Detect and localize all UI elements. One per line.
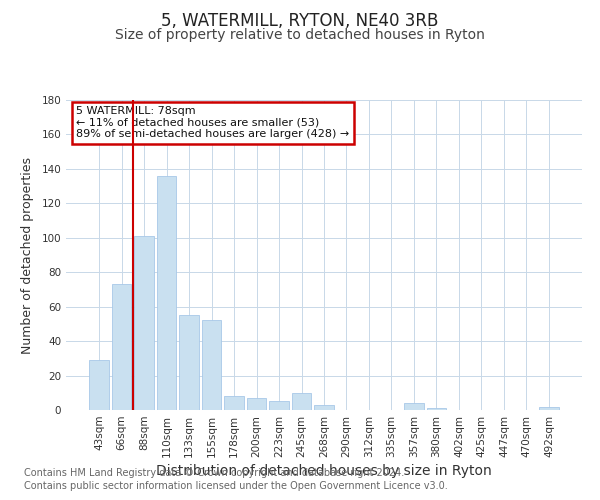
Bar — [269, 402, 289, 410]
Text: Contains public sector information licensed under the Open Government Licence v3: Contains public sector information licen… — [24, 481, 448, 491]
Bar — [224, 396, 244, 410]
X-axis label: Distribution of detached houses by size in Ryton: Distribution of detached houses by size … — [156, 464, 492, 478]
Bar — [134, 236, 154, 410]
Bar — [427, 408, 446, 410]
Y-axis label: Number of detached properties: Number of detached properties — [22, 156, 34, 354]
Bar — [314, 405, 334, 410]
Bar — [202, 320, 221, 410]
Text: 5 WATERMILL: 78sqm
← 11% of detached houses are smaller (53)
89% of semi-detache: 5 WATERMILL: 78sqm ← 11% of detached hou… — [76, 106, 350, 140]
Bar — [89, 360, 109, 410]
Bar — [247, 398, 266, 410]
Bar — [112, 284, 131, 410]
Bar — [539, 406, 559, 410]
Bar — [292, 393, 311, 410]
Text: 5, WATERMILL, RYTON, NE40 3RB: 5, WATERMILL, RYTON, NE40 3RB — [161, 12, 439, 30]
Bar — [157, 176, 176, 410]
Bar — [179, 316, 199, 410]
Text: Size of property relative to detached houses in Ryton: Size of property relative to detached ho… — [115, 28, 485, 42]
Text: Contains HM Land Registry data © Crown copyright and database right 2024.: Contains HM Land Registry data © Crown c… — [24, 468, 404, 477]
Bar — [404, 403, 424, 410]
